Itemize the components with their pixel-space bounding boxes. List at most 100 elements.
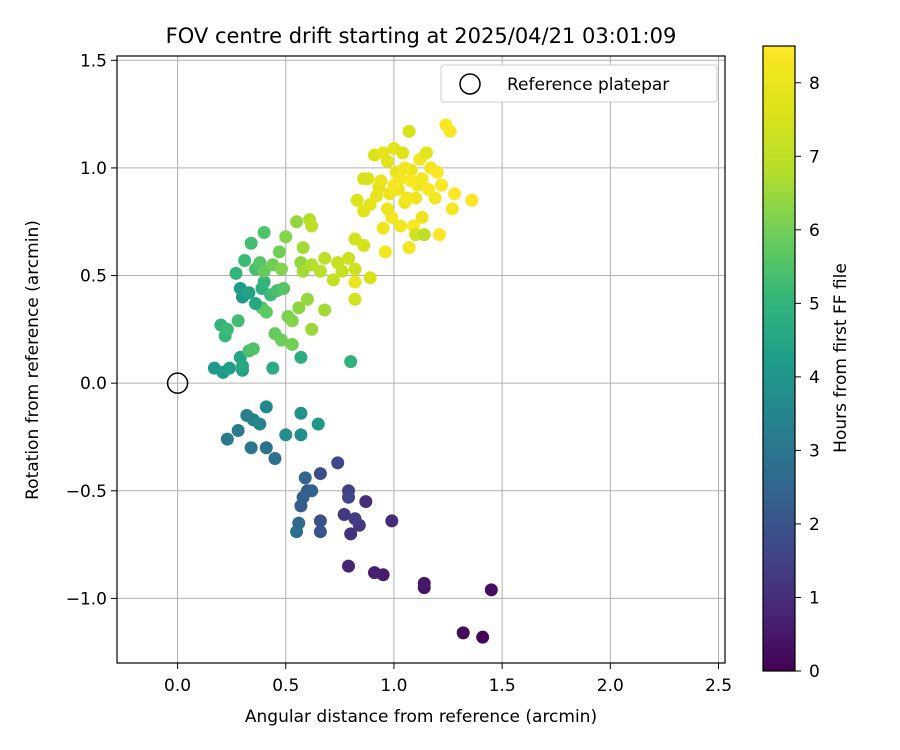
data-point bbox=[305, 322, 319, 336]
y-axis-label: Rotation from reference (arcmin) bbox=[23, 220, 43, 500]
colorbar bbox=[762, 45, 796, 672]
x-tick-label: 1.5 bbox=[489, 676, 516, 696]
data-point bbox=[428, 191, 442, 205]
data-point bbox=[393, 219, 407, 233]
data-point bbox=[417, 576, 431, 590]
data-point bbox=[248, 297, 262, 311]
data-point bbox=[417, 228, 431, 242]
data-point bbox=[363, 271, 377, 285]
y-tick-label: −0.5 bbox=[66, 482, 107, 502]
data-point bbox=[357, 238, 371, 252]
x-tick-label: 0.0 bbox=[164, 676, 191, 696]
colorbar-tick-label: 7 bbox=[809, 147, 820, 167]
data-point bbox=[268, 452, 282, 466]
y-tick-label: −1.0 bbox=[66, 589, 107, 609]
data-point bbox=[342, 559, 356, 573]
data-point bbox=[404, 174, 418, 188]
data-point bbox=[337, 507, 351, 521]
data-point bbox=[274, 262, 288, 276]
data-point bbox=[443, 124, 457, 138]
data-point bbox=[357, 172, 371, 186]
data-point bbox=[326, 273, 340, 287]
data-point bbox=[294, 428, 308, 442]
data-point bbox=[484, 583, 498, 597]
data-point bbox=[220, 322, 234, 336]
colorbar-label: Hours from first FF file bbox=[831, 263, 851, 453]
data-point bbox=[313, 514, 327, 528]
data-point bbox=[378, 245, 392, 259]
data-point bbox=[419, 146, 433, 160]
data-point bbox=[359, 495, 373, 509]
data-point bbox=[229, 266, 243, 280]
data-point bbox=[318, 303, 332, 317]
data-point bbox=[279, 428, 293, 442]
chart-title: FOV centre drift starting at 2025/04/21 … bbox=[166, 24, 677, 48]
legend: Reference platepar bbox=[440, 64, 718, 103]
data-point bbox=[348, 292, 362, 306]
data-point bbox=[402, 241, 416, 255]
data-point bbox=[342, 490, 356, 504]
data-point bbox=[387, 178, 401, 192]
data-point bbox=[432, 228, 446, 242]
colorbar-tick-label: 1 bbox=[809, 588, 820, 608]
data-point bbox=[370, 189, 384, 203]
colorbar-ticks: 0 1 2 3 4 5 6 7 8 bbox=[795, 74, 820, 682]
data-point bbox=[342, 251, 356, 265]
data-point bbox=[374, 174, 388, 188]
data-point bbox=[344, 527, 358, 541]
data-point bbox=[244, 441, 258, 455]
data-point bbox=[318, 251, 332, 265]
data-point bbox=[257, 226, 271, 240]
data-point bbox=[415, 210, 429, 224]
grid-lines bbox=[117, 56, 725, 663]
plot-area bbox=[117, 56, 725, 663]
legend-marker bbox=[459, 73, 481, 95]
data-points bbox=[207, 118, 498, 644]
data-point bbox=[235, 359, 249, 373]
data-point bbox=[313, 525, 327, 539]
legend-entry-reference-platepar: Reference platepar bbox=[507, 75, 669, 95]
data-point bbox=[253, 417, 267, 431]
data-point bbox=[259, 400, 273, 414]
data-point bbox=[445, 202, 459, 216]
x-axis-label: Angular distance from reference (arcmin) bbox=[245, 707, 597, 727]
plot-frame bbox=[116, 55, 726, 664]
y-tick-label: 0.0 bbox=[80, 374, 107, 394]
data-point bbox=[376, 221, 390, 235]
colorbar-tick-label: 8 bbox=[809, 74, 820, 94]
data-point bbox=[292, 301, 306, 315]
data-point bbox=[294, 350, 308, 364]
x-tick-label: 2.5 bbox=[705, 676, 732, 696]
colorbar-tick-label: 2 bbox=[809, 515, 820, 535]
data-point bbox=[335, 264, 349, 278]
y-tick-label: 0.5 bbox=[80, 267, 107, 287]
data-point bbox=[231, 314, 245, 328]
data-point bbox=[402, 124, 416, 138]
data-point bbox=[272, 245, 286, 259]
data-point bbox=[300, 292, 314, 306]
data-point bbox=[367, 566, 381, 580]
legend-box bbox=[440, 64, 718, 103]
colorbar-tick-label: 5 bbox=[809, 294, 820, 314]
data-point bbox=[279, 230, 293, 244]
data-point bbox=[311, 417, 325, 431]
x-axis-ticks: 0.0 0.5 1.0 1.5 2.0 2.5 bbox=[164, 663, 732, 696]
colorbar-tick-label: 0 bbox=[809, 662, 820, 682]
data-point bbox=[350, 193, 364, 207]
data-point bbox=[259, 441, 273, 455]
colorbar-tick-label: 4 bbox=[809, 368, 820, 388]
data-point bbox=[257, 275, 271, 289]
data-point bbox=[476, 630, 490, 644]
data-point bbox=[244, 236, 258, 250]
data-point bbox=[246, 342, 260, 356]
x-tick-label: 1.0 bbox=[380, 676, 407, 696]
x-tick-label: 0.5 bbox=[272, 676, 299, 696]
data-point bbox=[313, 467, 327, 481]
colorbar-tick-label: 6 bbox=[809, 221, 820, 241]
data-point bbox=[285, 314, 299, 328]
data-point bbox=[396, 146, 410, 160]
data-point bbox=[298, 471, 312, 485]
data-point bbox=[430, 165, 444, 179]
data-point bbox=[231, 424, 245, 438]
